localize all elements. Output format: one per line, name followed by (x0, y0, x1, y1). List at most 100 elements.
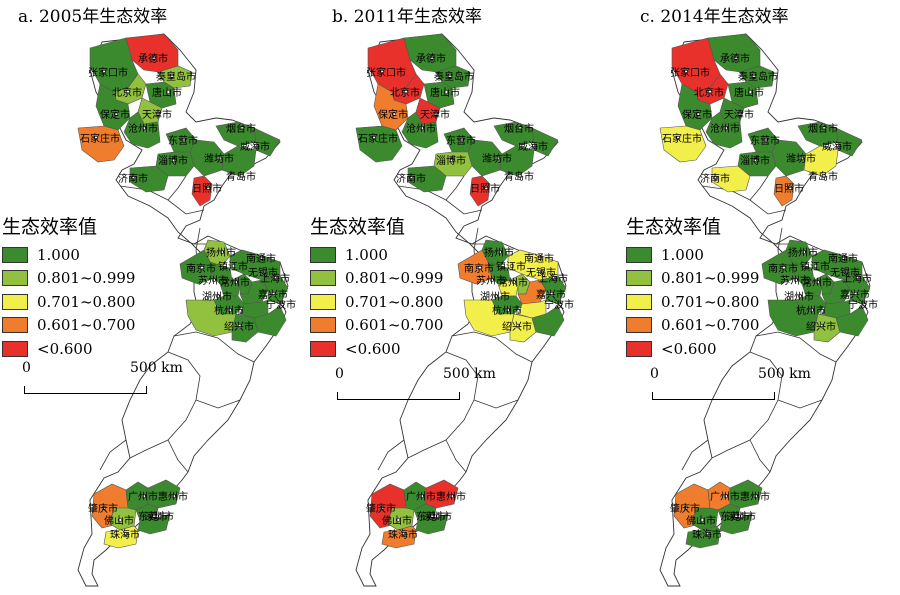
map-panel-2014: 承德市 张家口市 秦皇岛市 北京市 唐山市 天津市 保定市 沧州市 石家庄市 烟台市 东营市 威海市淄… (600, 0, 900, 595)
city-point (799, 155, 805, 161)
province-border (445, 439, 467, 473)
legend-label: 1.000 (661, 245, 704, 264)
city-label-shaoxing: 绍兴市 (806, 320, 836, 333)
city-label-jinan: 济南市 (118, 172, 148, 185)
city-label-hangzhou: 杭州市 (492, 304, 522, 317)
city-point (751, 73, 757, 79)
legend-label: <0.600 (37, 339, 93, 358)
city-point (675, 135, 681, 141)
city-point (271, 291, 277, 297)
city-label-dongying: 东营市 (446, 134, 476, 147)
province-border (473, 399, 519, 409)
legend-title: 生态效率值 (2, 216, 98, 238)
province-border (173, 331, 255, 363)
scale-max: 500 km (130, 360, 183, 376)
city-label-dongguan: 东莞市 (416, 510, 446, 523)
city-point (125, 89, 131, 95)
legend-item: 0.701~0.800 (2, 290, 135, 314)
city-label-zhangjiakou: 张家口市 (88, 66, 128, 79)
city-label-zhaoqing: 肇庆市 (670, 502, 700, 515)
city-point (509, 263, 515, 269)
province-border (711, 351, 783, 459)
city-point (505, 307, 511, 313)
city-label-nanjing: 南京市 (186, 262, 216, 275)
city-region-rizhao (191, 175, 213, 207)
city-region-jinan (407, 165, 447, 193)
legend-label: 0.801~0.999 (345, 269, 444, 288)
city-point (843, 269, 849, 275)
city-label-cangzhou: 沧州市 (406, 122, 436, 135)
legend-label: <0.600 (345, 339, 401, 358)
city-point (239, 173, 245, 179)
city-label-rizhao: 日照市 (470, 182, 500, 195)
city-region-zhuhai (685, 525, 721, 549)
city-point (517, 125, 523, 131)
province-border (99, 439, 127, 471)
city-point (429, 55, 435, 61)
city-label-suzhou: 苏州市 (780, 274, 810, 287)
city-point (723, 493, 729, 499)
city-point (835, 143, 841, 149)
city-point (483, 185, 489, 191)
city-label-shanghai: 上海市 (538, 272, 568, 285)
city-label-zhuhai: 珠海市 (388, 528, 418, 541)
city-label-zhuhai: 珠海市 (110, 528, 140, 541)
legend-swatch (310, 246, 336, 263)
city-label-jiaxing: 嘉兴市 (840, 288, 870, 301)
city-point (379, 69, 385, 75)
legend-item: 1.000 (310, 243, 443, 267)
city-label-chengde: 承德市 (416, 52, 446, 65)
province-border (749, 439, 771, 473)
legend-swatch (626, 270, 652, 287)
city-point (683, 69, 689, 75)
city-point (449, 493, 455, 499)
province-border (167, 439, 189, 473)
city-label-zhenjiang: 镇江市 (800, 260, 830, 273)
legend-item: 1.000 (2, 243, 135, 267)
city-label-ningbo: 宁波市 (848, 298, 878, 311)
city-point (101, 69, 107, 75)
city-point (477, 265, 483, 271)
city-region-changzhou (497, 279, 519, 297)
legend-item: 0.601~0.700 (2, 314, 135, 338)
province-border (167, 175, 187, 201)
map-panel-2011: 承德市 张家口市 秦皇岛市 北京市 唐山市 天津市 保定市 沧州市 石家庄市 烟台市 东营市 威海市淄… (300, 0, 600, 595)
scale-bar: 0 500 km (650, 366, 811, 406)
city-point (797, 293, 803, 299)
city-point (841, 255, 847, 261)
city-point (793, 277, 799, 283)
city-label-huizhou: 惠州市 (158, 490, 188, 503)
city-point (515, 323, 521, 329)
city-label-shijiazhuang: 石家庄市 (662, 132, 702, 145)
city-point (199, 265, 205, 271)
city-region-zhuhai (381, 525, 417, 549)
city-label-yantai: 烟台市 (504, 122, 534, 135)
legend-swatch (626, 340, 652, 357)
city-region-ningbo (253, 305, 287, 337)
legend-label: 0.801~0.999 (37, 269, 136, 288)
legend-swatch (2, 340, 28, 357)
scale-max: 500 km (758, 366, 811, 382)
province-border (755, 331, 837, 363)
city-point (117, 517, 123, 523)
city-point (419, 125, 425, 131)
scale-bar: 0 500 km (22, 360, 183, 400)
city-label-hangzhou: 杭州市 (214, 304, 244, 317)
legend-swatch (2, 317, 28, 334)
city-point (539, 269, 545, 275)
city-label-huizhou: 惠州市 (436, 490, 466, 503)
city-point (813, 263, 819, 269)
legend-swatch (2, 270, 28, 287)
city-label-rizhao: 日照市 (192, 182, 222, 195)
scale-bar: 0 500 km (335, 366, 496, 406)
city-point (171, 493, 177, 499)
city-label-weihai: 威海市 (240, 140, 270, 153)
city-point (763, 137, 769, 143)
city-point (695, 111, 701, 117)
city-point (131, 175, 137, 181)
city-label-qingdao: 青岛市 (808, 170, 838, 183)
legend-title: 生态效率值 (310, 216, 406, 238)
city-point (747, 89, 753, 95)
city-region-rizhao (773, 175, 795, 207)
